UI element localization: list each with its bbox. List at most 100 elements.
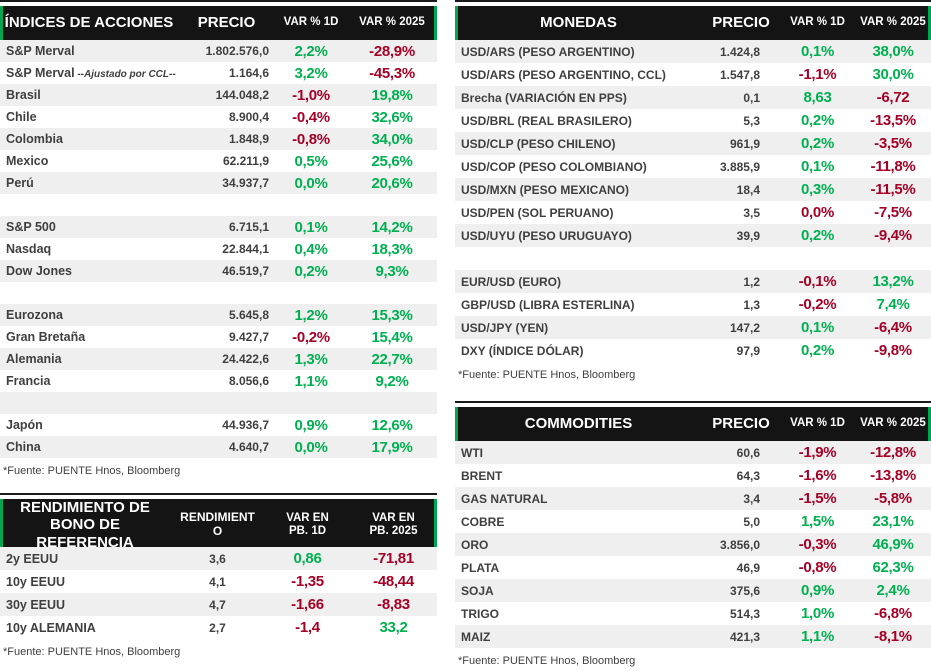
price-value: 4,7 xyxy=(209,597,226,612)
row-label: PLATA xyxy=(461,560,500,575)
var-2025-value: 19,8% xyxy=(371,86,413,104)
var-2025-value: 2,4% xyxy=(876,582,910,599)
var-2025-value: -6,4% xyxy=(874,319,912,336)
table-row: S&P Merval --Ajustado por CCL-- 1.164,6 3,… xyxy=(0,62,437,84)
row-label: China xyxy=(6,440,41,454)
table-row: Mexico 62.211,9 0,5% 25,6% xyxy=(0,150,437,172)
row-label: Brasil xyxy=(6,88,41,102)
var-pb-1d-column-header-text: VAR EN PB. 1D xyxy=(286,511,329,537)
var-2025-column-header: VAR % 2025 xyxy=(359,16,425,29)
table-row: ORO 3.856,0 -0,3% 46,9% xyxy=(455,533,931,556)
var-1d-value: 1,3% xyxy=(294,350,328,368)
row-label: USD/PEN (SOL PERUANO) xyxy=(461,205,614,220)
bond-yields-rows: 2y EEUU 3,6 0,86 -71,81 10y EEUU 4,1 -1,35 -48,… xyxy=(0,547,437,639)
var-1d-value: 0,0% xyxy=(294,174,328,192)
price-column-header: PRECIO xyxy=(712,415,770,433)
source-note: *Fuente: PUENTE Hnos, Bloomberg xyxy=(3,646,181,658)
table-row: Chile 8.900,4 -0,4% 32,6% xyxy=(0,106,437,128)
row-label: WTI xyxy=(461,445,483,460)
table-row: MAIZ 421,3 1,1% -8,1% xyxy=(455,625,931,648)
var-2025-value: -11,8% xyxy=(870,158,916,175)
commodities-rows: WTI 60,6 -1,9% -12,8% BRENT 64,3 -1,6% -13,8% GA… xyxy=(455,441,931,648)
var-1d-value: 0,86 xyxy=(293,550,322,567)
left-column: ÍNDICES DE ACCIONES PRECIO VAR % 1D VAR … xyxy=(0,0,437,667)
var-2025-value: -11,5% xyxy=(870,181,916,198)
row-label: GAS NATURAL xyxy=(461,491,548,506)
price-value: 4.640,7 xyxy=(228,440,269,454)
var-1d-value: 0,9% xyxy=(801,582,834,599)
var-1d-column-header: VAR % 1D xyxy=(790,417,845,430)
var-1d-value: -1,35 xyxy=(291,573,324,590)
var-1d-value: 0,5% xyxy=(294,152,328,170)
price-value: 34.937,7 xyxy=(222,176,269,190)
price-value: 64,3 xyxy=(736,468,760,483)
row-label: 10y ALEMANIA xyxy=(6,620,96,635)
var-2025-value: -13,8% xyxy=(870,467,916,484)
table-row: USD/JPY (YEN) 147,2 0,1% -6,4% xyxy=(455,316,931,339)
price-value: 39,9 xyxy=(736,228,760,243)
price-value: 961,9 xyxy=(729,136,760,151)
table-row: Japón 44.936,7 0,9% 12,6% xyxy=(0,414,437,436)
var-1d-value: 2,2% xyxy=(294,42,328,60)
var-2025-value: 7,4% xyxy=(876,296,910,313)
var-1d-value: 3,2% xyxy=(294,64,328,82)
var-2025-value: 15,3% xyxy=(371,306,413,324)
var-2025-column-header: VAR % 2025 xyxy=(860,417,926,430)
table-row: Brasil 144.048,2 -1,0% 19,8% xyxy=(0,84,437,106)
var-1d-value: 0,2% xyxy=(801,112,834,129)
price-value: 514,3 xyxy=(729,606,760,621)
price-column-header: PRECIO xyxy=(197,14,256,32)
price-value: 46,9 xyxy=(736,560,760,575)
var-2025-value: -45,3% xyxy=(369,64,415,82)
var-2025-value: -28,9% xyxy=(369,42,415,60)
table-row: 2y EEUU 3,6 0,86 -71,81 xyxy=(0,547,437,570)
price-value: 3,6 xyxy=(209,551,226,566)
var-1d-value: 0,0% xyxy=(294,438,328,456)
row-label: Colombia xyxy=(6,132,63,146)
table-row: WTI 60,6 -1,9% -12,8% xyxy=(455,441,931,464)
var-2025-value: 9,3% xyxy=(375,262,409,280)
row-label: Alemania xyxy=(6,352,62,366)
var-2025-value: 9,2% xyxy=(375,372,409,390)
price-value: 1.848,9 xyxy=(228,132,269,146)
price-value: 1.802.576,0 xyxy=(205,44,269,58)
var-2025-value: 12,6% xyxy=(371,416,413,434)
var-2025-value: -13,5% xyxy=(870,112,916,129)
yield-column-header-text: RENDIMIENTO xyxy=(180,510,255,538)
var-2025-value: -48,44 xyxy=(373,573,414,590)
currencies-title: MONEDAS xyxy=(540,14,617,32)
table-row: SOJA 375,6 0,9% 2,4% xyxy=(455,579,931,602)
spacer-row xyxy=(455,247,931,270)
var-2025-value: -71,81 xyxy=(373,550,414,567)
table-row: Brecha (VARIACIÓN EN PPS) 0,1 8,63 -6,72 xyxy=(455,86,931,109)
price-value: 9.427,7 xyxy=(228,330,269,344)
price-value: 5,0 xyxy=(743,514,760,529)
var-2025-value: -5,8% xyxy=(874,490,912,507)
row-label: DXY (ÍNDICE DÓLAR) xyxy=(461,343,584,358)
var-1d-value: 1,2% xyxy=(294,306,328,324)
var-1d-value: -0,3% xyxy=(798,536,837,553)
source-note: *Fuente: PUENTE Hnos, Bloomberg xyxy=(3,465,181,477)
row-label: Mexico xyxy=(6,154,49,168)
table-row: 30y EEUU 4,7 -1,66 -8,83 xyxy=(0,593,437,616)
row-label: S&P Merval --Ajustado por CCL-- xyxy=(6,66,176,80)
price-value: 1.164,6 xyxy=(228,66,269,80)
table-row: GAS NATURAL 3,4 -1,5% -5,8% xyxy=(455,487,931,510)
var-2025-value: 38,0% xyxy=(872,43,914,60)
var-2025-value: 46,9% xyxy=(872,536,914,553)
row-label: S&P Merval xyxy=(6,44,75,58)
row-label: 10y EEUU xyxy=(6,574,66,589)
price-value: 5.645,8 xyxy=(228,308,269,322)
row-label: USD/ARS (PESO ARGENTINO) xyxy=(461,44,635,59)
row-label: Dow Jones xyxy=(6,264,72,278)
table-row: USD/UYU (PESO URUGUAYO) 39,9 0,2% -9,4% xyxy=(455,224,931,247)
var-1d-value: 0,2% xyxy=(801,135,834,152)
bond-yields-title: RENDIMIENTO DE BONO DE REFERENCIA xyxy=(20,499,150,551)
var-1d-column-header: VAR % 1D xyxy=(283,16,339,29)
var-2025-value: -7,5% xyxy=(874,204,912,221)
table-row: Alemania 24.422,6 1,3% 22,7% xyxy=(0,348,437,370)
table-row: USD/MXN (PESO MEXICANO) 18,4 0,3% -11,5% xyxy=(455,178,931,201)
price-value: 0,1 xyxy=(743,90,760,105)
table-row: USD/COP (PESO COLOMBIANO) 3.885,9 0,1% -11,… xyxy=(455,155,931,178)
table-row: USD/CLP (PESO CHILENO) 961,9 0,2% -3,5% xyxy=(455,132,931,155)
